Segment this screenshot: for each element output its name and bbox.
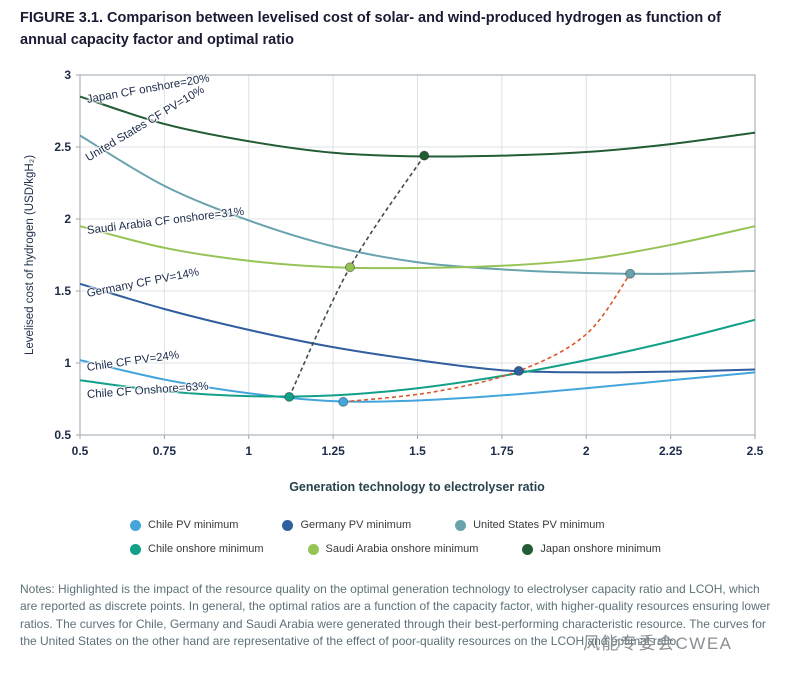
legend-label: Japan onshore minimum [540, 543, 661, 555]
series-curve [79, 318, 756, 398]
legend-item: Chile onshore minimum [130, 543, 264, 555]
y-axis-title: Levelised cost of hydrogen (USD/kgH₂) [24, 154, 36, 356]
minimum-point [345, 262, 355, 273]
legend-item: Chile PV minimum [130, 519, 238, 531]
x-tick-label: 2.25 [659, 444, 683, 458]
legend-label: Germany PV minimum [300, 519, 412, 531]
minimum-point [513, 365, 524, 376]
minimum-point [338, 396, 349, 407]
series-curve [79, 134, 756, 275]
x-tick-label: 2 [583, 444, 590, 458]
series-curve [79, 95, 756, 158]
x-tick-label: 1.75 [490, 444, 514, 458]
x-tick-label: 1.5 [409, 444, 426, 458]
legend-label: United States PV minimum [473, 519, 605, 531]
legend-row: Chile onshore minimum Saudi Arabia onshor… [130, 543, 661, 555]
legend-dot-icon [130, 519, 141, 531]
notes-text: Notes: Highlighted is the impact of the … [20, 582, 771, 649]
legend-row: Chile PV minimum Germany PV minimum United… [130, 519, 661, 531]
legend-dot-icon [130, 543, 141, 555]
figure-title: FIGURE 3.1. Comparison between levelised… [20, 10, 721, 48]
x-axis-title: Generation technology to electrolyser ra… [289, 480, 545, 494]
legend-dot-icon [455, 519, 467, 531]
y-tick-label: 2 [64, 212, 71, 226]
x-tick-label: 0.5 [72, 444, 89, 458]
legend-label: Chile PV minimum [148, 519, 239, 531]
y-tick-label: 1.5 [54, 284, 71, 298]
legend-item: Saudi Arabia onshore minimum [307, 543, 479, 555]
y-tick-label: 0.5 [54, 428, 71, 442]
minimum-point [625, 268, 636, 279]
minimum-point [284, 391, 295, 402]
legend-label: Chile onshore minimum [148, 543, 264, 555]
x-tick-label: 1 [245, 444, 252, 458]
pv-minima-connector [343, 273, 631, 403]
series-curve [79, 225, 756, 270]
minimum-point [419, 150, 430, 161]
legend-dot-icon [522, 543, 534, 555]
y-tick-label: 1 [64, 356, 71, 370]
plot-border [79, 74, 756, 436]
watermark: 风能专委会CWEA [583, 634, 733, 653]
legend-item: United States PV minimum [455, 519, 605, 531]
y-tick-label: 2.5 [54, 140, 71, 154]
series-curve [79, 359, 756, 403]
y-tick-label: 3 [64, 68, 71, 82]
legend-dot-icon [282, 519, 294, 531]
x-tick-label: 1.25 [321, 444, 345, 458]
legend-label: Saudi Arabia onshore minimum [325, 543, 479, 555]
x-tick-label: 0.75 [153, 444, 177, 458]
legend-dot-icon [307, 543, 319, 555]
legend: Chile PV minimum Germany PV minimum United… [130, 519, 661, 567]
series-curve [79, 282, 756, 374]
onshore-minima-connector [288, 155, 425, 398]
chart-canvas: 0.5 0.75 1 1.25 1.5 1.75 2 2.25 2.5 0.5 1 1.5 2 2.5 3 [54, 68, 764, 458]
legend-item: Germany PV minimum [282, 519, 411, 531]
x-tick-label: 2.5 [747, 444, 764, 458]
legend-item: Japan onshore minimum [522, 543, 661, 555]
